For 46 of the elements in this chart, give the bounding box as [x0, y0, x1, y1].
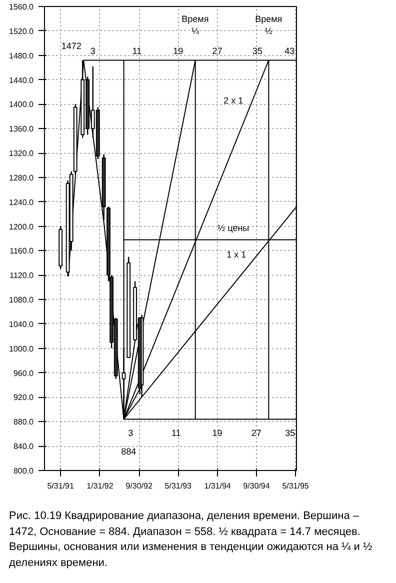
y-tick-label: 1120.0: [10, 271, 34, 280]
x-tick-label: 1/31/94: [204, 482, 232, 490]
annotation: 27: [251, 428, 262, 438]
annotation: Время ¼: [182, 14, 209, 36]
y-tick-label: 840.0: [13, 442, 34, 452]
annotation: 35: [285, 428, 296, 438]
annotation: 2 x 1: [224, 96, 244, 106]
annotation: Время ½: [255, 14, 282, 36]
y-tick-label: 1280.0: [9, 173, 34, 182]
y-tick-label: 1040.0: [9, 320, 34, 329]
y-tick-label: 1000.0: [9, 344, 34, 354]
annotation: 884: [121, 446, 136, 456]
annotation: 43: [284, 46, 295, 56]
annotation: 1 x 1: [226, 249, 246, 260]
annotation: 3: [90, 46, 96, 56]
annotation: 1472: [61, 41, 82, 52]
y-tick-label: 920.0: [13, 393, 34, 402]
annotation: 35: [252, 46, 262, 56]
y-tick-label: 960.0: [13, 368, 34, 378]
y-tick-label: 1520.0: [9, 26, 34, 36]
y-tick-label: 1360.0: [9, 124, 34, 134]
y-tick-label: 1240.0: [9, 198, 34, 207]
annotation: 11: [132, 46, 142, 56]
annotation: 19: [212, 428, 222, 438]
y-tick-label: 1440.0: [9, 76, 34, 85]
x-tick-label: 5/31/91: [47, 482, 74, 490]
y-tick-label: 1480.0: [9, 51, 34, 60]
annotation: 27: [212, 46, 222, 56]
x-tick-label: 5/31/93: [164, 482, 192, 490]
x-tick-label: 9/30/92: [126, 482, 153, 490]
x-tick-label: 1/31/92: [86, 482, 114, 490]
text: Рис. 10.19 Квадрирование диапазона, деления времени. Вершина – 1472, Основание = 884. Диапазон = 558. ½ квадрата = 14.7 месяцев. Вершины, основания или изменения в тенденции ожидаются на ¼ и ½ делениях времени.: [9, 509, 374, 572]
y-tick-label: 1200.0: [9, 222, 34, 232]
annotation: ½ цены: [218, 223, 250, 234]
annotation: 3: [128, 428, 134, 438]
y-tick-label: 1320.0: [9, 149, 34, 158]
x-tick-label: 9/30/94: [243, 482, 270, 490]
y-tick-label: 1160.0: [10, 246, 34, 256]
y-tick-label: 1560.0: [9, 2, 34, 12]
y-tick-label: 1080.0: [9, 296, 34, 305]
y-tick-label: 1400.0: [9, 100, 34, 110]
y-tick-label: 800.0: [13, 466, 34, 476]
annotation: 11: [171, 428, 181, 438]
annotation: 19: [173, 46, 184, 56]
y-tick-label: 880.0: [13, 418, 34, 427]
x-tick-label: 5/31/95: [282, 482, 310, 490]
